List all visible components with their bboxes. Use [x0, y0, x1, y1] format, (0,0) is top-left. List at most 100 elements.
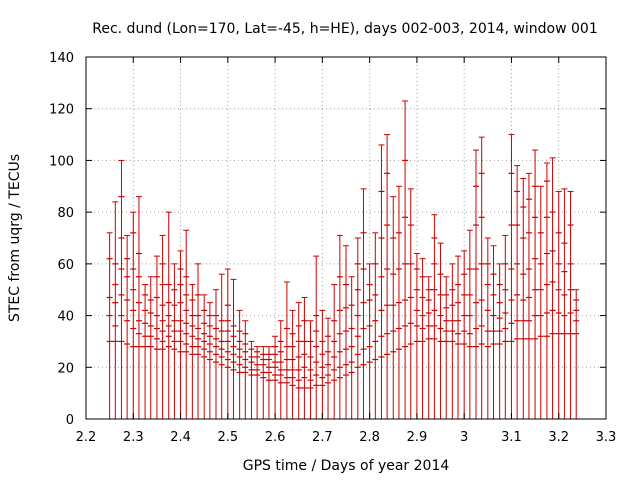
error-bar [573, 289, 580, 419]
error-bar [153, 255, 160, 419]
error-bar [543, 162, 550, 419]
y-tick-label: 60 [57, 258, 74, 273]
chart-title: Rec. dund (Lon=170, Lat=-45, h=HE), days… [92, 21, 598, 37]
error-bar [561, 188, 568, 419]
error-bar [431, 214, 438, 419]
error-bar [425, 276, 432, 419]
x-axis-label: GPS time / Days of year 2014 [243, 458, 450, 474]
error-bar [135, 196, 142, 419]
error-bar [461, 250, 468, 419]
error-bar [112, 201, 119, 419]
error-bar [224, 268, 231, 419]
y-tick-label: 0 [66, 413, 74, 428]
x-tick-label: 2.4 [170, 430, 191, 445]
error-bar [142, 284, 149, 419]
y-tick-label: 100 [49, 154, 74, 169]
error-bar [118, 159, 125, 419]
grid-lines [86, 57, 606, 419]
x-tick-label: 2.5 [217, 430, 238, 445]
error-bar [502, 234, 509, 419]
x-tick-label: 2.2 [76, 430, 97, 445]
x-tick-label: 3.3 [596, 430, 617, 445]
error-bar [419, 258, 426, 419]
error-bar [449, 263, 456, 419]
error-bar [532, 149, 539, 419]
y-tick-label: 80 [57, 206, 74, 221]
error-bar [496, 263, 503, 419]
error-bar [147, 276, 154, 419]
error-bar [307, 320, 314, 419]
error-bar [159, 234, 166, 419]
x-tick-label: 2.3 [123, 430, 144, 445]
plot-frame [85, 56, 607, 420]
error-bar [413, 253, 420, 419]
error-bar [372, 232, 379, 419]
error-bar [218, 273, 225, 419]
error-bar [490, 245, 497, 419]
x-tick-label: 2.7 [312, 430, 333, 445]
y-tick-label: 20 [57, 361, 74, 376]
error-bar [165, 211, 172, 419]
error-bar [354, 237, 361, 419]
error-bar [130, 211, 137, 419]
error-bar [236, 309, 243, 419]
error-bar [437, 242, 444, 419]
error-bars [106, 100, 580, 419]
error-bar [378, 144, 385, 419]
error-bar [230, 278, 237, 419]
error-bar [213, 289, 219, 419]
error-bar [478, 136, 485, 419]
error-bar [520, 178, 527, 419]
axis-ticks: 2.2 2.3 2.4 2.5 2.6 2.7 2.8 2.9 3 3.1 3.2 3.3 0 20 40 6… [49, 51, 616, 445]
error-bar [289, 309, 296, 419]
error-bar [466, 229, 473, 419]
y-axis-label: STEC from uqrg / TECUs [7, 154, 23, 322]
error-bar [343, 245, 349, 419]
error-bar [295, 302, 302, 419]
error-bar [549, 157, 556, 419]
error-bar [473, 149, 479, 419]
error-bar [525, 172, 532, 419]
error-bar [508, 134, 515, 419]
error-bar [384, 134, 391, 419]
error-bar [260, 346, 267, 419]
error-bar [183, 229, 190, 419]
error-bar [206, 302, 213, 419]
error-bar [313, 255, 320, 419]
error-bar [395, 185, 402, 419]
error-bar [555, 190, 562, 419]
error-bar [248, 340, 255, 419]
error-bar [567, 190, 574, 419]
y-tick-label: 120 [49, 103, 74, 118]
error-bar [106, 232, 113, 419]
error-bar [171, 263, 178, 419]
error-bar [402, 100, 409, 419]
error-bar [325, 317, 332, 419]
x-tick-label: 3 [460, 430, 468, 445]
error-bar [189, 284, 196, 419]
error-bar [272, 335, 279, 419]
x-tick-label: 3.2 [548, 430, 569, 445]
error-bar [283, 281, 290, 419]
error-bar [348, 276, 355, 419]
error-bar [277, 320, 284, 419]
error-bar [177, 250, 184, 419]
y-tick-label: 140 [49, 51, 74, 66]
error-bar [514, 165, 521, 419]
error-bar [254, 346, 261, 419]
error-bar [390, 196, 397, 419]
error-bar [301, 296, 308, 419]
error-bar [366, 263, 373, 419]
error-bar [319, 309, 326, 419]
error-bar [201, 294, 208, 419]
error-bar [407, 188, 414, 419]
x-tick-label: 2.9 [407, 430, 428, 445]
error-bar [360, 188, 367, 419]
error-bar [331, 284, 338, 419]
error-bar [195, 263, 202, 419]
x-tick-label: 2.8 [359, 430, 380, 445]
error-bar [537, 185, 544, 419]
x-tick-label: 3.1 [501, 430, 522, 445]
error-bar [124, 234, 131, 419]
